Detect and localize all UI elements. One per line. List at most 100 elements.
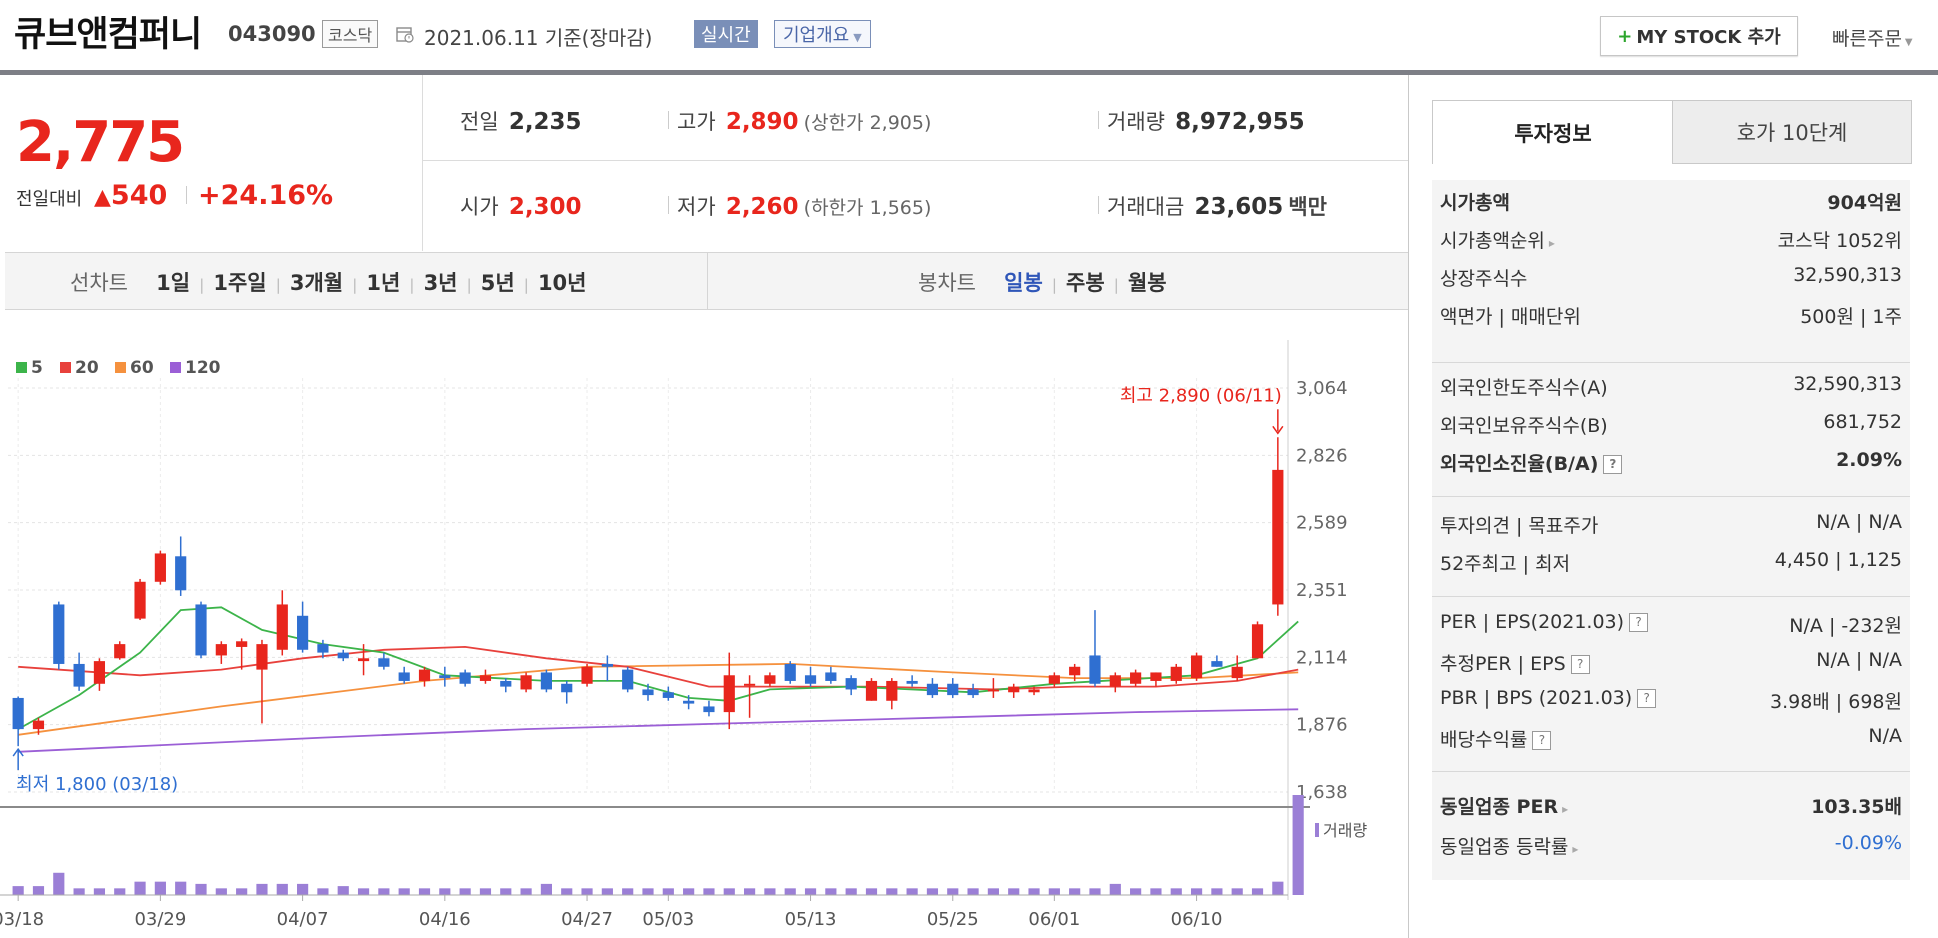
period-daily[interactable]: 일봉: [1004, 271, 1043, 295]
info-value: 32,590,313: [1793, 373, 1902, 395]
info-row[interactable]: 배당수익률? N/A: [1432, 725, 1910, 755]
info-group-opinion: 투자의견 | 목표주가 N/A | N/A 52주최고 | 최저 4,450 | 1,…: [1432, 496, 1910, 597]
legend-label: 120: [185, 358, 221, 378]
info-value: N/A | N/A: [1816, 511, 1902, 533]
volume: 거래량 8,972,955: [1098, 106, 1305, 136]
period-1w[interactable]: 1주일: [213, 271, 267, 295]
volume-bar: [1028, 888, 1040, 895]
x-tick-label: 05/25: [927, 909, 979, 930]
info-row[interactable]: PBR | BPS (2021.03)? 3.98배 | 698원: [1432, 687, 1910, 717]
line-chart-periods: 선차트 1일 | 1주일 | 3개월 | 1년 | 3년 | 5년 | 10년: [70, 271, 587, 295]
change-amount: ▲540: [94, 180, 167, 211]
help-icon[interactable]: ?: [1629, 613, 1649, 632]
info-row[interactable]: 시가총액순위 ▸ 코스닥 1052위: [1432, 226, 1910, 256]
help-icon[interactable]: ?: [1603, 455, 1623, 474]
help-icon[interactable]: ?: [1532, 731, 1552, 750]
info-row[interactable]: PER | EPS(2021.03)? N/A | -232원: [1432, 611, 1910, 641]
period-10y[interactable]: 10년: [537, 271, 587, 295]
info-group-market-cap: 시가총액 904억원 시가총액순위 ▸ 코스닥 1052위 상장주식수 32,590,313…: [1432, 180, 1910, 362]
quick-order-button[interactable]: 빠른주문 ▼: [1832, 24, 1913, 51]
candle-body: [683, 700, 695, 704]
info-row[interactable]: 동일업종 등락률 ▸ -0.09%: [1432, 832, 1910, 862]
candle-body: [317, 644, 329, 653]
add-mystock-button[interactable]: + MY STOCK 추가: [1600, 16, 1798, 56]
volume-bar: [520, 888, 532, 895]
mystock-label: MY STOCK 추가: [1636, 27, 1781, 48]
candle-body: [195, 604, 207, 656]
volume-bar: [93, 888, 106, 895]
candle-body: [297, 615, 309, 650]
candle-body: [540, 672, 552, 690]
candle-body: [256, 644, 268, 670]
candle-body: [398, 672, 410, 681]
candle-chart-periods: 봉차트 일봉 | 주봉 | 월봉: [918, 271, 1167, 295]
period-3m[interactable]: 3개월: [289, 271, 344, 295]
volume-bar: [804, 888, 817, 895]
info-row[interactable]: 외국인소진율(B/A)? 2.09%: [1432, 449, 1910, 479]
volume-bar: [1048, 888, 1060, 895]
company-info-dropdown[interactable]: 기업개요 ▼: [774, 20, 871, 48]
tab-orderbook[interactable]: 호가 10단계: [1672, 100, 1912, 164]
info-key: PER | EPS(2021.03)?: [1440, 611, 1649, 633]
info-value: 32,590,313: [1793, 264, 1902, 286]
volume-bar: [459, 888, 471, 895]
candle-body: [1028, 689, 1040, 693]
candle-body: [1272, 469, 1284, 605]
info-key: PBR | BPS (2021.03)?: [1440, 687, 1657, 709]
arrow-up-icon: [12, 747, 24, 757]
period-bar-divider: [707, 252, 708, 310]
period-3y[interactable]: 3년: [423, 271, 458, 295]
x-tick-label: 05/13: [785, 909, 837, 930]
realtime-button[interactable]: 실시간: [694, 20, 758, 48]
help-icon[interactable]: ?: [1637, 689, 1657, 708]
quick-order-label: 빠른주문: [1832, 28, 1902, 50]
volume-bar: [1008, 888, 1020, 895]
volume-bar: [825, 888, 837, 895]
candle-chart-label: 봉차트: [918, 271, 976, 295]
info-row[interactable]: 추정PER | EPS? N/A | N/A: [1432, 649, 1910, 679]
open-label: 시가: [460, 195, 499, 219]
volume-bar: [723, 888, 735, 895]
x-tick-label: 04/16: [419, 909, 471, 930]
candle-body: [723, 675, 735, 713]
period-1d[interactable]: 1일: [156, 271, 191, 295]
volume-bar: [398, 888, 410, 895]
x-tick-label: 04/27: [561, 909, 613, 930]
volume-bar: [1251, 888, 1264, 895]
period-5y[interactable]: 5년: [480, 271, 515, 295]
info-value: 4,450 | 1,125: [1774, 549, 1902, 571]
chevron-down-icon: ▼: [853, 31, 862, 44]
change-label: 전일대비: [16, 189, 83, 210]
y-axis-ticks: 3,064 2,826 2,589 2,351 2,114 1,876 1,638: [1296, 378, 1348, 803]
volume-bar: [1211, 888, 1223, 895]
upper-limit: (상한가 2,905): [803, 112, 932, 134]
candle-body: [236, 641, 248, 647]
volume-bar: [195, 883, 207, 895]
volume-bar: [1130, 888, 1142, 895]
period-1y[interactable]: 1년: [366, 271, 401, 295]
period-weekly[interactable]: 주봉: [1066, 271, 1105, 295]
low-annotation: 최저 1,800 (03/18): [16, 774, 178, 795]
info-value: -0.09%: [1834, 832, 1902, 854]
candle-body: [1048, 675, 1060, 684]
period-bar: [5, 252, 1408, 310]
volume-bar: [1150, 888, 1162, 895]
info-row[interactable]: 동일업종 PER ▸ 103.35배: [1432, 792, 1910, 822]
volume-bar: [236, 888, 248, 895]
legend-swatch: [115, 362, 126, 373]
prev-close-value: 2,235: [508, 109, 582, 135]
tab-investment-info[interactable]: 투자정보: [1432, 100, 1674, 164]
candle-body: [175, 556, 187, 591]
candle-body: [1170, 666, 1182, 681]
volume-bar: [865, 888, 878, 895]
stock-chart[interactable]: 5 20 60 120 3,064 2,826 2,589 2,351 2,114 1,876 1…: [0, 340, 1400, 938]
plus-icon: +: [1617, 25, 1633, 47]
arrow-down-icon: [1272, 425, 1284, 435]
period-monthly[interactable]: 월봉: [1127, 271, 1167, 295]
help-icon[interactable]: ?: [1570, 655, 1590, 674]
volume-bar: [439, 888, 451, 895]
volume-bar: [276, 883, 288, 895]
candle-body: [581, 666, 593, 684]
volume-bar: [73, 888, 85, 895]
y-tick-label: 2,826: [1296, 445, 1348, 466]
